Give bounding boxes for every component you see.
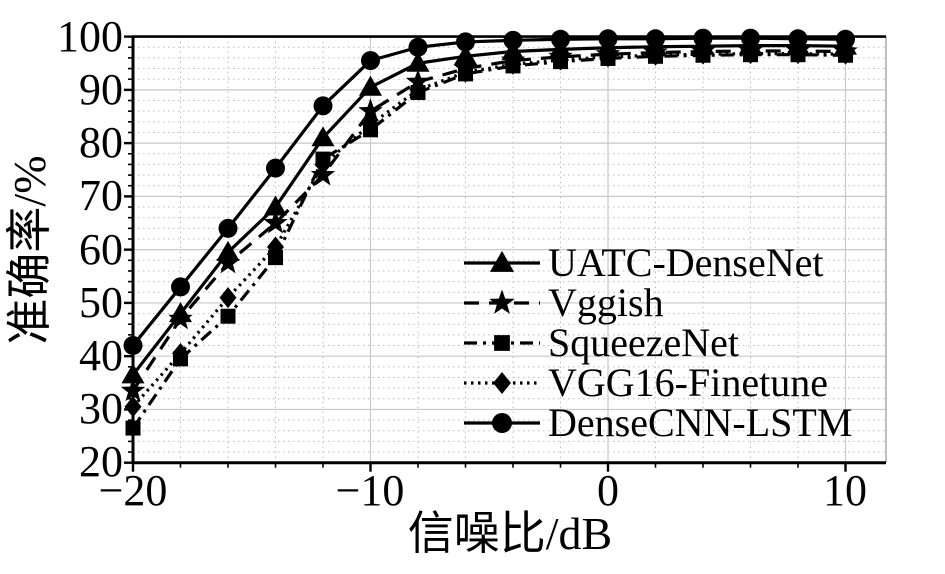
triangle-marker-icon: [464, 250, 540, 272]
legend-item-vggish: Vggish: [462, 283, 852, 323]
x-tick-label: 0: [597, 466, 619, 515]
x-tick-label: 10: [823, 466, 867, 515]
y-tick-label: 90: [79, 65, 123, 114]
legend-label: SqueezeNet: [548, 320, 740, 365]
x-tick-label: −10: [335, 466, 405, 515]
y-tick-label: 100: [57, 12, 123, 61]
series-densecnn-lstm: [123, 28, 855, 356]
legend-item-densecnn-lstm: DenseCNN-LSTM: [462, 403, 852, 443]
grid-major: [133, 36, 886, 463]
x-axis-title: 信噪比/dB: [407, 508, 613, 559]
legend-label: UATC-DenseNet: [548, 240, 824, 285]
y-tick-label: 60: [79, 225, 123, 274]
y-tick-label: 40: [79, 331, 123, 380]
y-tick-label: 30: [79, 384, 123, 433]
y-tick-label: 20: [79, 437, 123, 486]
legend-item-uatc-densenet: UATC-DenseNet: [462, 243, 852, 283]
legend-label: DenseCNN-LSTM: [548, 400, 853, 445]
square-marker-icon: [464, 335, 540, 351]
legend-label: VGG16-Finetune: [548, 360, 828, 405]
diamond-marker-icon: [464, 371, 540, 395]
series-vgg16-finetune: [124, 43, 854, 418]
y-tick-label: 70: [79, 171, 123, 220]
legend-item-squeezenet: SqueezeNet: [462, 323, 852, 363]
y-tick-label: 50: [79, 278, 123, 327]
y-axis-title: 准确率/%: [4, 155, 55, 345]
circle-marker-icon: [464, 413, 540, 433]
star-marker-icon: [464, 289, 540, 314]
x-tick-label: −20: [98, 466, 168, 515]
y-tick-label: 80: [79, 118, 123, 167]
legend-label: Vggish: [548, 280, 664, 325]
legend-item-vgg16-finetune: VGG16-Finetune: [462, 363, 852, 403]
legend: UATC-DenseNet Vggish SqueezeNet VGG16-Fi…: [462, 243, 852, 443]
